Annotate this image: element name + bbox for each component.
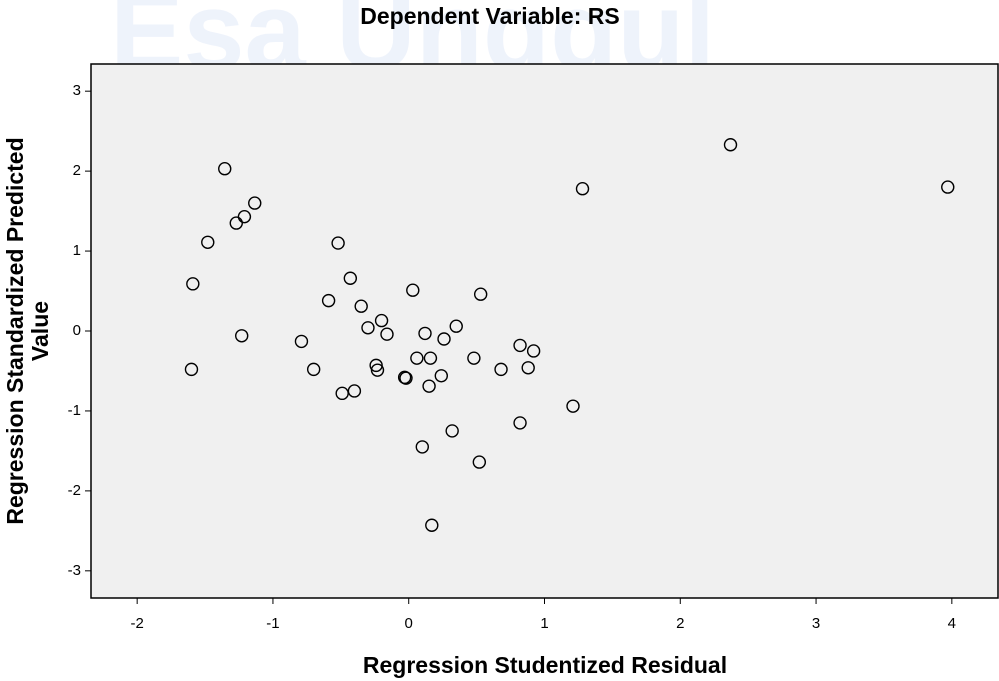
x-axis-label: Regression Studentized Residual <box>363 652 727 678</box>
y-tick-label: 0 <box>73 322 81 339</box>
x-tick-label: 1 <box>540 615 548 632</box>
x-tick-label: -1 <box>266 615 279 632</box>
y-axis-label: Value <box>27 301 53 361</box>
x-tick-label: -2 <box>130 615 143 632</box>
x-tick-label: 2 <box>676 615 684 632</box>
y-tick-label: 1 <box>73 242 81 259</box>
x-tick-label: 3 <box>812 615 820 632</box>
chart-title: Dependent Variable: RS <box>360 3 619 29</box>
x-tick-label: 0 <box>405 615 413 632</box>
chart: Esa Unggul Dependent Variable: RS Regres… <box>0 0 999 681</box>
y-tick-label: -2 <box>68 482 81 499</box>
y-axis-label: Regression Standardized Predicted <box>2 137 28 524</box>
y-tick-label: 2 <box>73 162 81 179</box>
x-tick-label: 4 <box>948 615 956 632</box>
y-tick-label: 3 <box>73 82 81 99</box>
y-tick-label: -3 <box>68 562 81 579</box>
y-tick-label: -1 <box>68 402 81 419</box>
plot-area <box>91 64 998 598</box>
